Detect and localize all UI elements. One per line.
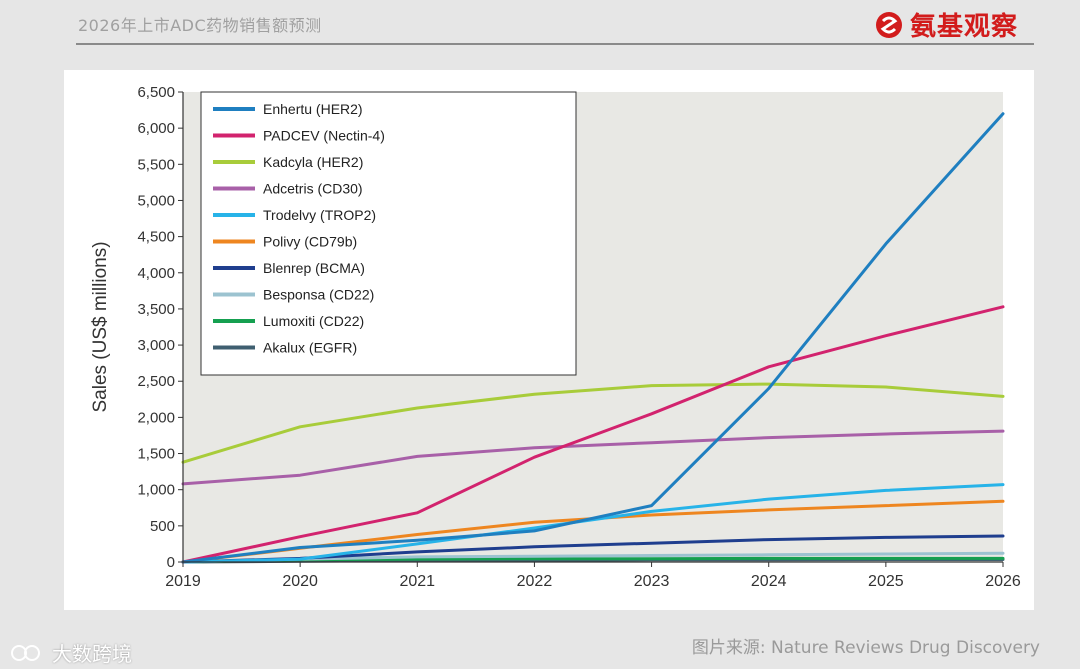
y-axis-label: Sales (US$ millions)	[90, 241, 111, 412]
y-tick-label: 6,500	[137, 84, 175, 101]
series-line-2	[181, 382, 1005, 464]
y-tick-label: 4,500	[137, 229, 175, 246]
series-line-3	[181, 429, 1005, 486]
legend-label-4: Trodelvy (TROP2)	[263, 207, 376, 223]
legend-box	[200, 91, 577, 376]
x-tick-label: 2024	[751, 573, 787, 590]
legend-label-8: Lumoxiti (CD22)	[263, 313, 364, 329]
x-tick-label: 2022	[517, 573, 553, 590]
watermark: 大数跨境	[10, 638, 132, 667]
x-tick-label: 2021	[399, 573, 435, 590]
legend-label-5: Polivy (CD79b)	[263, 234, 357, 250]
series-line-0	[181, 112, 1005, 564]
slide-title: 2026年上市ADC药物销售额预测	[78, 16, 322, 35]
y-tick-label: 5,500	[137, 156, 175, 173]
legend-label-2: Kadcyla (HER2)	[263, 154, 363, 170]
x-tick-label: 2023	[634, 573, 670, 590]
series-line-1	[181, 305, 1005, 564]
y-tick-label: 5,000	[137, 192, 175, 209]
legend-label-9: Akalux (EGFR)	[263, 340, 357, 356]
line-chart: 0 500 1,000 1,500 2,000 2,500 3,000 3,500 4,000 4…	[90, 84, 1021, 590]
brand-name: 氨基观察	[909, 12, 1018, 42]
y-tick-label: 1,500	[137, 446, 175, 463]
y-tick-label: 2,500	[137, 373, 175, 390]
chart-panel: 0 500 1,000 1,500 2,000 2,500 3,000 3,500 4,000 4…	[64, 70, 1034, 610]
brand-mark-icon	[875, 11, 902, 38]
y-tick-label: 2,000	[137, 409, 175, 426]
legend-label-3: Adcetris (CD30)	[263, 181, 363, 197]
legend-label-1: PADCEV (Nectin-4)	[263, 128, 385, 144]
image-source-caption: 图片来源: Nature Reviews Drug Discovery	[691, 638, 1040, 658]
x-tick-label: 2026	[985, 573, 1021, 590]
y-tick-label: 3,000	[137, 337, 175, 354]
legend-label-6: Blenrep (BCMA)	[263, 260, 365, 276]
brand-logo: 氨基观察	[874, 6, 1018, 43]
y-tick-label: 4,000	[137, 265, 175, 282]
x-tick-label: 2025	[868, 573, 904, 590]
x-tick-label: 2020	[282, 573, 318, 590]
watermark-text: 大数跨境	[52, 642, 132, 666]
watermark-logo-icon	[11, 644, 40, 661]
legend-label-7: Besponsa (CD22)	[263, 287, 374, 303]
x-tick-label: 2019	[165, 573, 201, 590]
y-tick-label: 6,000	[137, 120, 175, 137]
title-divider	[76, 43, 1034, 45]
y-tick-label: 1,000	[137, 482, 175, 499]
y-tick-label: 3,500	[137, 301, 175, 318]
legend-label-0: Enhertu (HER2)	[263, 101, 363, 117]
y-tick-label: 0	[167, 554, 175, 571]
y-tick-label: 500	[150, 518, 175, 535]
